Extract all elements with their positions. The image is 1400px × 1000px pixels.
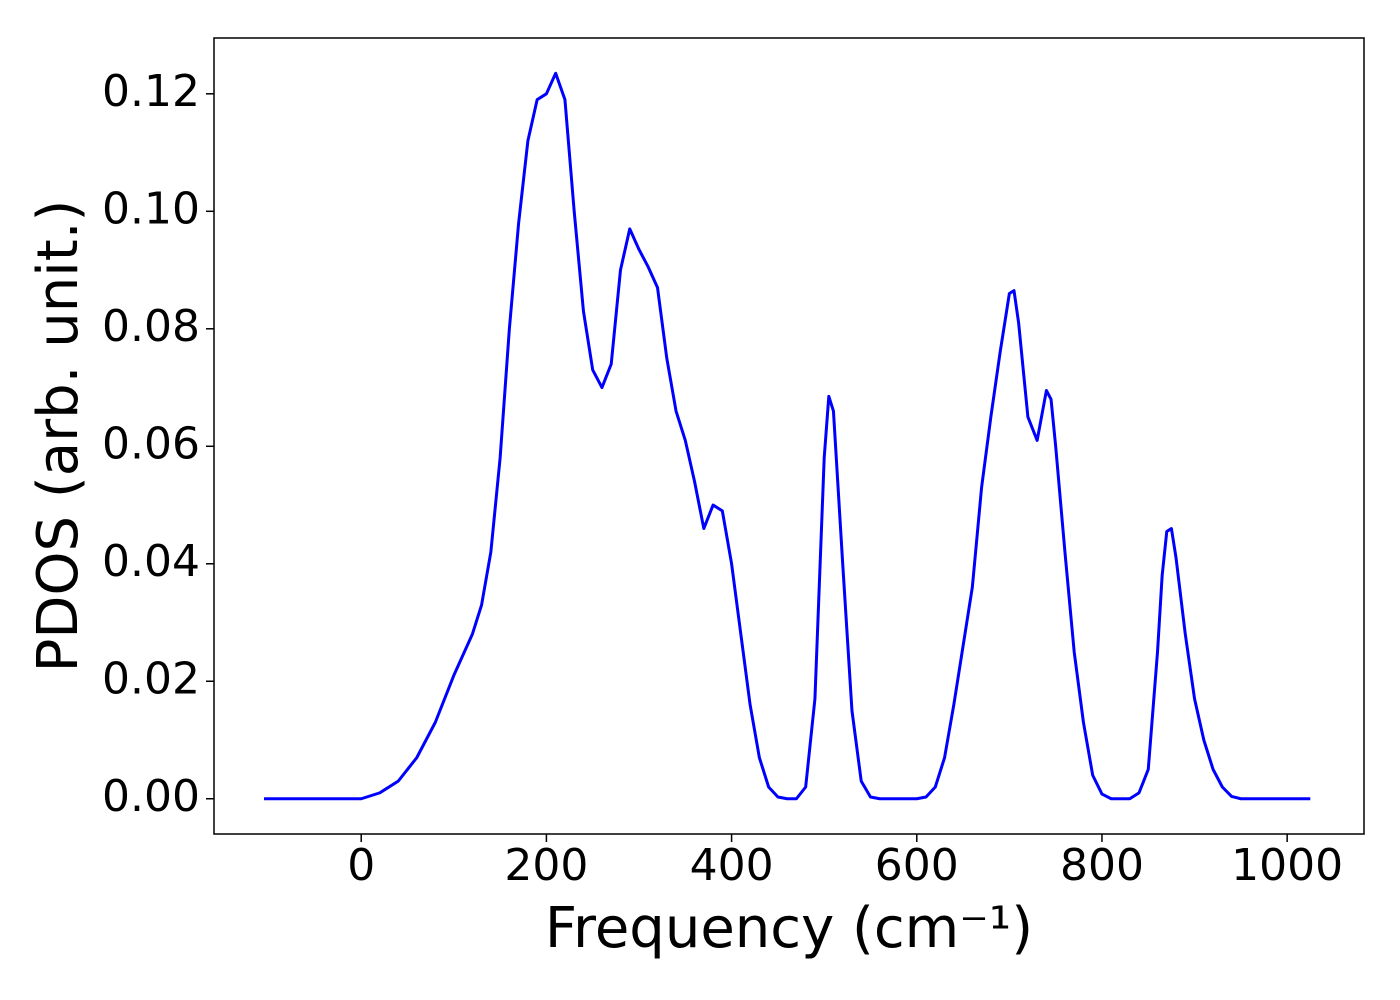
y-tick-label: 0.08 <box>102 301 200 352</box>
x-tick-label: 0 <box>347 840 375 891</box>
y-tick-label: 0.02 <box>102 653 200 704</box>
x-tick-label: 200 <box>504 840 588 891</box>
y-tick-label: 0.06 <box>102 418 200 469</box>
y-tick-label: 0.00 <box>102 771 200 822</box>
y-tick-label: 0.12 <box>102 66 200 117</box>
x-tick-label: 800 <box>1060 840 1144 891</box>
pdos-line <box>264 71 1311 801</box>
plot-frame <box>213 37 1365 835</box>
x-tick-label: 400 <box>690 840 774 891</box>
x-axis-label: Frequency (cm⁻¹) <box>545 896 1033 961</box>
x-tick-label: 1000 <box>1231 840 1343 891</box>
y-tick-label: 0.10 <box>102 183 200 234</box>
y-tick-label: 0.04 <box>102 536 200 587</box>
y-axis-label: PDOS (arb. unit.) <box>26 200 91 673</box>
x-tick-label: 600 <box>875 840 959 891</box>
